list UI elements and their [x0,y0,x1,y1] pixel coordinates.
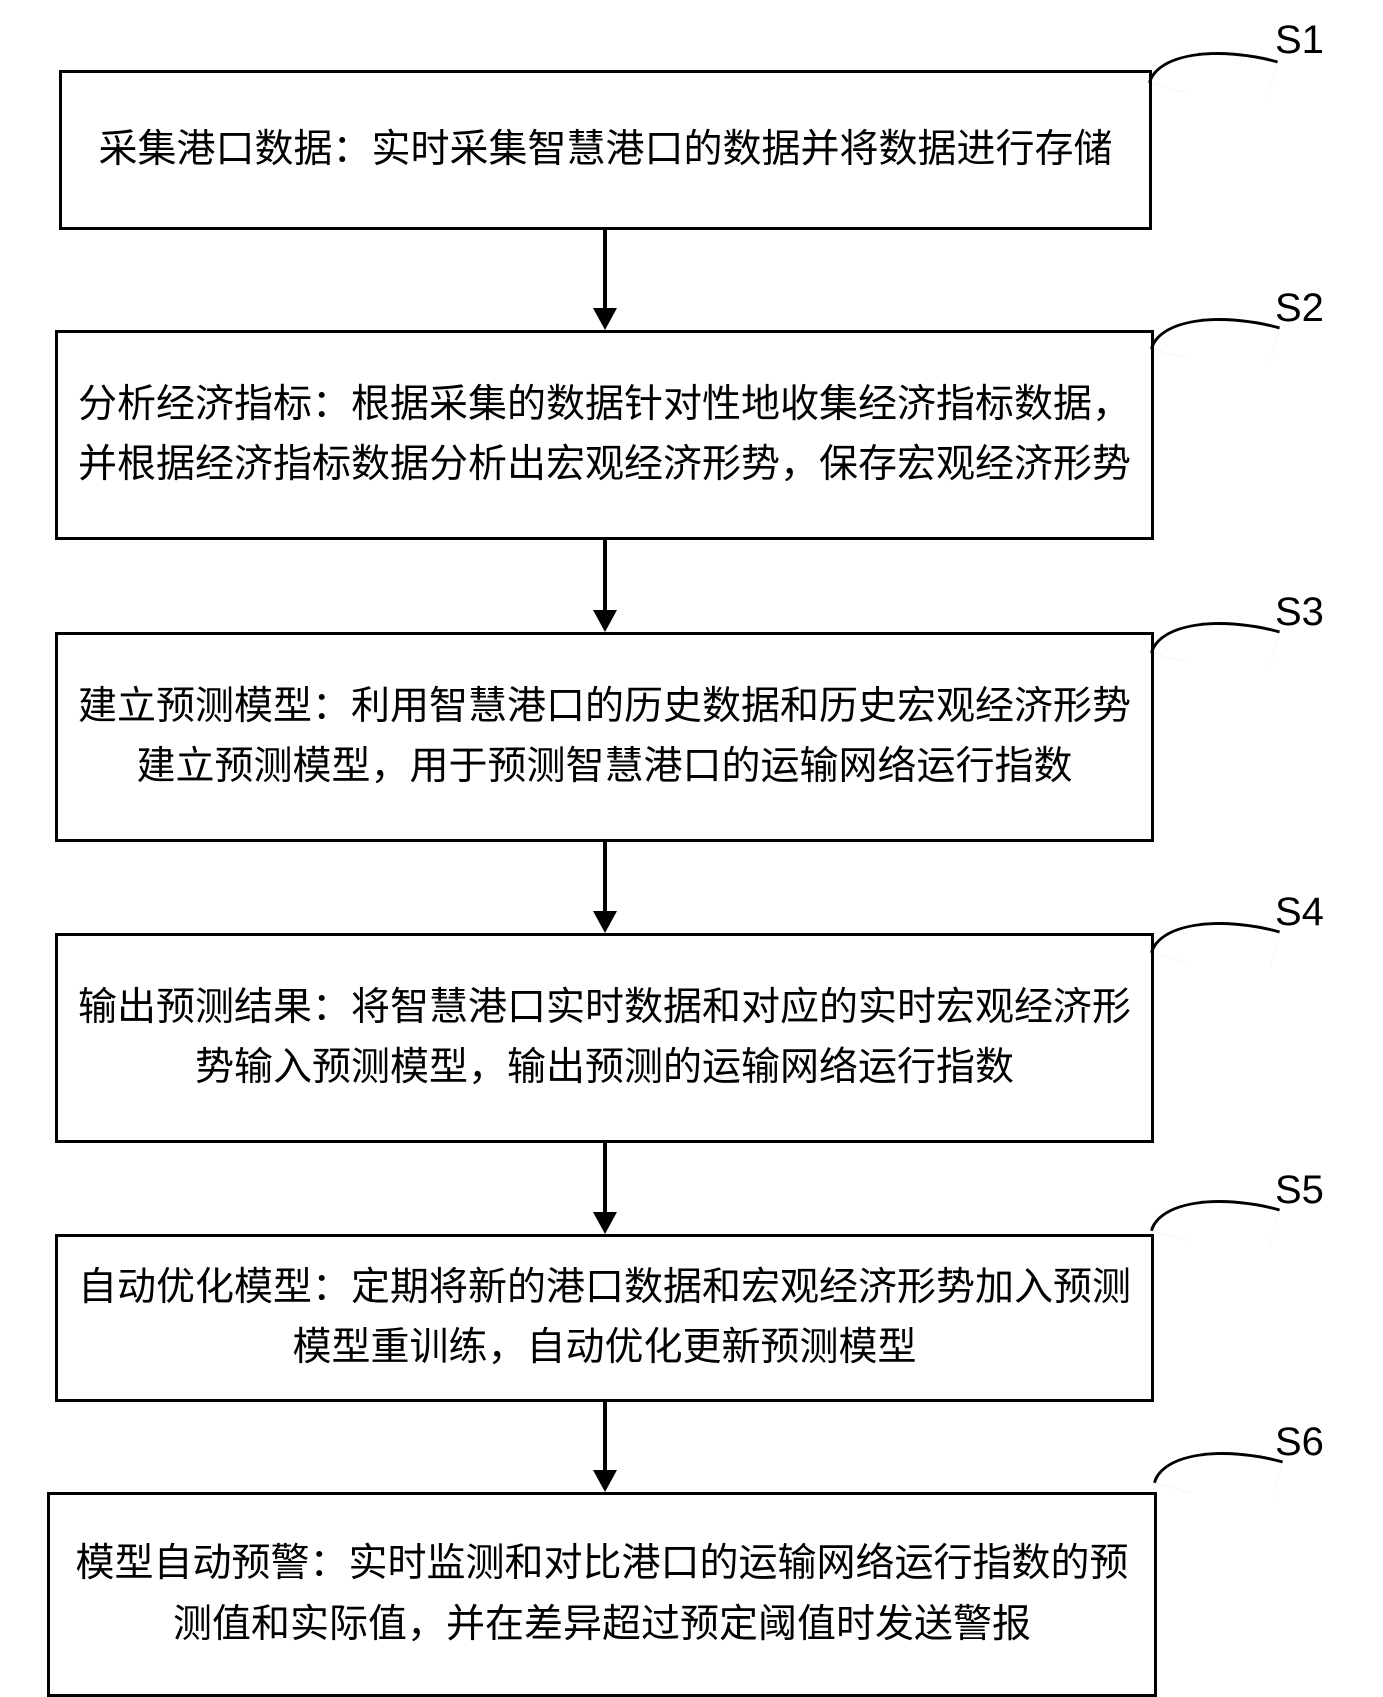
label-connector-s6 [1153,1429,1283,1513]
arrow-head-icon [593,1470,617,1492]
node-label-s4: S4 [1275,890,1324,935]
arrow-head-icon [593,1212,617,1234]
node-text: 建立预测模型：利用智慧港口的历史数据和历史宏观经济形势建立预测模型，用于预测智慧… [78,677,1131,798]
flowchart-node-s4: 输出预测结果：将智慧港口实时数据和对应的实时宏观经济形势输入预测模型，输出预测的… [55,933,1154,1143]
label-connector-s3 [1150,599,1280,683]
node-label-s2: S2 [1275,286,1324,331]
arrow-head-icon [593,308,617,330]
flowchart-node-s2: 分析经济指标：根据采集的数据针对性地收集经济指标数据，并根据经济指标数据分析出宏… [55,330,1154,540]
label-connector-s1 [1148,29,1278,113]
arrow-s2-s3 [603,540,607,612]
arrow-s3-s4 [603,842,607,913]
flowchart-node-s5: 自动优化模型：定期将新的港口数据和宏观经济形势加入预测模型重训练，自动优化更新预… [55,1234,1154,1402]
node-text: 输出预测结果：将智慧港口实时数据和对应的实时宏观经济形势输入预测模型，输出预测的… [78,978,1131,1099]
node-label-s1: S1 [1275,18,1324,63]
arrow-s5-s6 [603,1402,607,1472]
label-connector-s4 [1150,899,1280,983]
flowchart-node-s3: 建立预测模型：利用智慧港口的历史数据和历史宏观经济形势建立预测模型，用于预测智慧… [55,632,1154,842]
node-text: 模型自动预警：实时监测和对比港口的运输网络运行指数的预测值和实际值，并在差异超过… [70,1534,1134,1655]
node-label-s5: S5 [1275,1168,1324,1213]
node-text: 自动优化模型：定期将新的港口数据和宏观经济形势加入预测模型重训练，自动优化更新预… [78,1258,1131,1379]
node-label-s3: S3 [1275,590,1324,635]
node-text: 分析经济指标：根据采集的数据针对性地收集经济指标数据，并根据经济指标数据分析出宏… [78,375,1131,496]
flowchart-container: 采集港口数据：实时采集智慧港口的数据并将数据进行存储 S1 分析经济指标：根据采… [0,0,1383,1647]
node-text: 采集港口数据：实时采集智慧港口的数据并将数据进行存储 [98,120,1112,180]
label-connector-s5 [1150,1177,1280,1261]
flowchart-node-s6: 模型自动预警：实时监测和对比港口的运输网络运行指数的预测值和实际值，并在差异超过… [47,1492,1157,1697]
arrow-s1-s2 [603,230,607,310]
arrow-head-icon [593,911,617,933]
label-connector-s2 [1150,295,1280,379]
arrow-head-icon [593,610,617,632]
node-label-s6: S6 [1275,1420,1324,1465]
arrow-s4-s5 [603,1143,607,1214]
flowchart-node-s1: 采集港口数据：实时采集智慧港口的数据并将数据进行存储 [59,70,1152,230]
